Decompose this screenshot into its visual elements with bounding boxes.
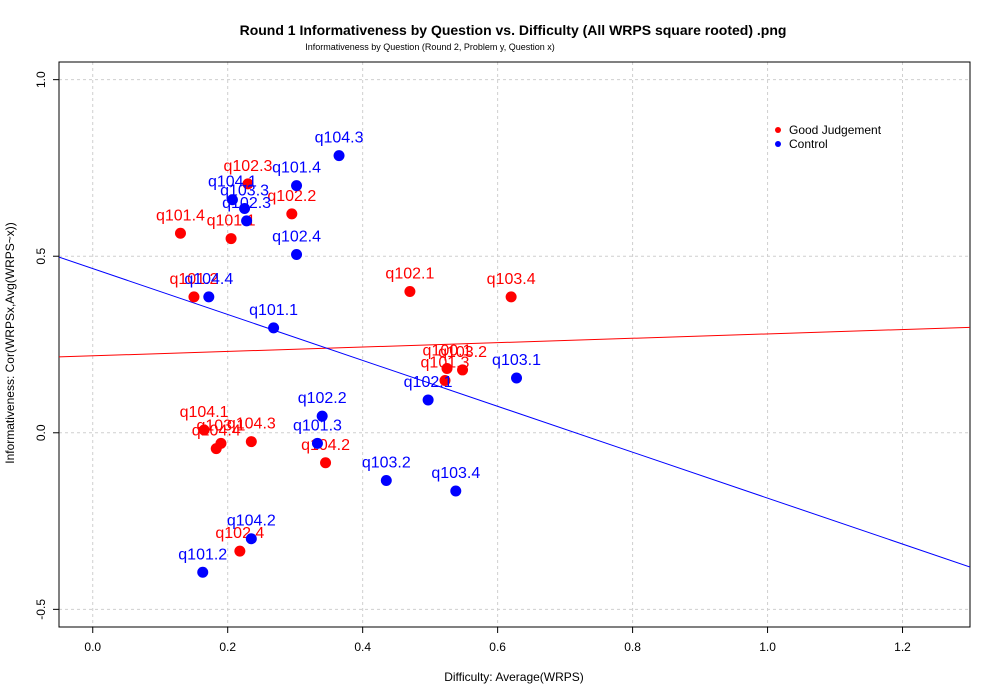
point-label-control: q104.3 [315,130,364,147]
data-point-control [203,291,215,303]
trend-line-control [59,256,970,568]
point-label-good-judgement: q104.4 [192,423,241,440]
point-label-good-judgement: q101.4 [156,207,205,224]
point-label-good-judgement: q103.1 [196,417,245,434]
point-label-good-judgement: q102.2 [267,188,316,205]
x-tick-label: 0.6 [489,640,506,654]
x-tick-label: 0.0 [84,640,101,654]
data-point-good-judgement [234,545,246,557]
y-tick-label: -0.5 [34,599,48,620]
data-point-good-judgement [439,375,451,387]
point-label-good-judgement: q104.2 [301,437,350,454]
data-point-control [197,566,209,578]
legend-label-good-judgement: Good Judgement [789,123,882,137]
x-tick-label: 1.0 [759,640,776,654]
data-point-control [333,150,345,162]
data-point-control [422,394,434,406]
trend-line-good-judgement [59,326,970,358]
x-tick-label: 0.8 [624,640,641,654]
x-tick-label: 1.2 [894,640,911,654]
point-label-good-judgement: q104.3 [227,416,276,433]
point-label-control: q103.2 [362,454,411,471]
point-label-control: q102.2 [298,390,347,407]
data-point-good-judgement [457,364,469,376]
data-point-control [239,203,251,215]
point-label-good-judgement: q100.1 [423,343,472,360]
data-point-good-judgement [198,424,210,436]
data-point-good-judgement [505,291,517,303]
point-label-control: q104.2 [227,513,276,530]
point-label-good-judgement: q104.1 [180,404,229,421]
data-point-good-judgement [320,457,332,469]
data-point-control [291,248,303,260]
y-tick-label: 0.0 [34,424,48,441]
plot-area: 0.0 0.2 0.4 0.6 0.8 1.0 1.2 -0.5 0.0 0.5 1.0 q102.3… [34,61,971,654]
point-label-good-judgement: q101.2 [169,271,218,288]
x-axis-label: Difficulty: Average(WRPS) [444,670,584,684]
point-label-control: q104.4 [184,271,233,288]
point-label-control: q101.2 [178,546,227,563]
data-point-control [226,194,238,206]
data-point-good-judgement [441,363,453,375]
point-label-good-judgement: q101.3 [421,355,470,372]
y-tick-label: 0.5 [34,248,48,265]
point-label-control: q102.4 [272,228,321,245]
point-label-control: q104.1 [208,174,257,191]
data-point-good-judgement [188,291,200,303]
x-tick-label: 0.4 [354,640,371,654]
data-point-control [245,533,257,545]
point-label-control: q101.3 [293,417,342,434]
point-label-good-judgement: q102.3 [223,158,272,175]
plot-frame [58,61,971,628]
data-point-good-judgement [210,443,222,455]
x-tick-label: 0.2 [219,640,236,654]
data-point-good-judgement [404,286,416,298]
y-axis-label: Informativeness: Cor(WRPSx,Avg(WRPS~x)) [3,222,17,464]
data-point-control [316,410,328,422]
point-label-control: q103.4 [431,465,480,482]
point-label-control: q102.3 [222,195,271,212]
data-point-control [511,372,523,384]
data-point-good-judgement [245,436,257,448]
data-point-control [241,215,253,227]
point-label-control: q101.4 [272,160,321,177]
y-tick-label: 1.0 [34,71,48,88]
data-point-control [380,474,392,486]
legend-marker-good-judgement [775,127,781,133]
point-label-control: q102.1 [404,374,453,391]
point-label-good-judgement: q103.2 [438,344,487,361]
chart-subtitle: Informativeness by Question (Round 2, Pr… [305,42,554,52]
data-point-good-judgement [174,227,186,239]
data-point-control [268,322,280,334]
data-point-good-judgement [286,208,298,220]
data-point-good-judgement [225,233,237,245]
data-point-control [450,485,462,497]
legend-label-control: Control [789,137,828,151]
legend-marker-control [775,141,781,147]
point-label-control: q101.1 [249,302,298,319]
data-point-good-judgement [242,178,254,190]
point-label-good-judgement: q103.4 [487,271,536,288]
point-label-good-judgement: q102.1 [385,266,434,283]
chart-title: Round 1 Informativeness by Question vs. … [240,22,787,38]
point-label-control: q103.1 [492,352,541,369]
point-label-control: q103.3 [220,183,269,200]
data-point-control [311,437,323,449]
data-point-control [291,180,303,192]
